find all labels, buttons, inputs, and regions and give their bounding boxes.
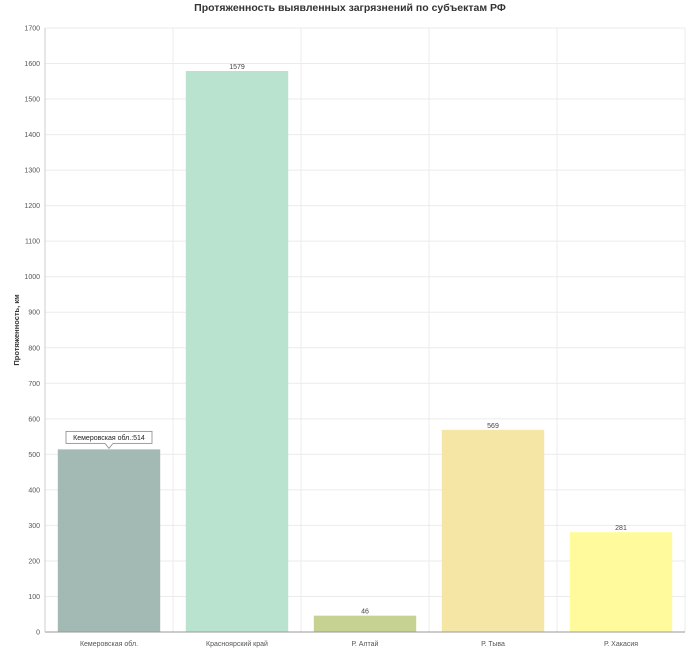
y-tick-label: 300 bbox=[28, 523, 40, 530]
x-tick-label: Р. Хакасия bbox=[604, 641, 638, 648]
x-tick-label: Р. Тыва bbox=[481, 641, 505, 648]
bar-3[interactable] bbox=[313, 615, 417, 632]
y-tick-label: 1400 bbox=[24, 132, 40, 139]
bars-layer bbox=[57, 70, 673, 632]
y-tick-label: 900 bbox=[28, 310, 40, 317]
x-tick-label: Кемеровская обл. bbox=[80, 640, 138, 648]
bar-2[interactable] bbox=[185, 70, 289, 632]
axis-layer: 0 100 200 300 400 500 600 700 800 900 1000 1100 1200… bbox=[24, 26, 685, 648]
bar-5[interactable] bbox=[569, 532, 673, 632]
chart-title: Протяженность выявленных загрязнений по … bbox=[194, 2, 506, 14]
y-tick-label: 0 bbox=[36, 630, 40, 637]
data-label: 46 bbox=[361, 609, 369, 616]
bar-4[interactable] bbox=[441, 429, 545, 632]
y-tick-label: 1500 bbox=[24, 97, 40, 104]
y-tick-label: 1000 bbox=[24, 274, 40, 281]
y-tick-label: 500 bbox=[28, 452, 40, 459]
y-tick-label: 1100 bbox=[25, 239, 40, 246]
tooltip: Кемеровская обл.:514 bbox=[65, 430, 153, 450]
grid-layer bbox=[44, 27, 686, 633]
y-tick-label: 700 bbox=[28, 381, 40, 388]
y-axis-title: Протяженность, км bbox=[12, 294, 21, 366]
y-tick-label: 400 bbox=[28, 487, 40, 494]
bar-1[interactable] bbox=[57, 449, 161, 632]
x-tick-label: Красноярский край bbox=[206, 640, 268, 648]
y-tick-label: 1200 bbox=[24, 203, 40, 210]
data-label: 569 bbox=[487, 423, 499, 430]
y-tick-label: 1300 bbox=[24, 168, 40, 175]
y-tick-label: 1600 bbox=[24, 61, 40, 68]
labels-layer: 1579 46 569 281 bbox=[229, 64, 627, 616]
tooltip-pointer bbox=[104, 443, 114, 450]
tooltip-text: Кемеровская обл.:514 bbox=[73, 434, 145, 442]
data-label: 281 bbox=[615, 525, 627, 532]
data-label: 1579 bbox=[229, 64, 245, 71]
y-tick-label: 600 bbox=[28, 416, 40, 423]
y-tick-label: 100 bbox=[28, 594, 40, 601]
y-tick-label: 1700 bbox=[24, 26, 40, 33]
y-tick-label: 800 bbox=[28, 345, 40, 352]
y-tick-label: 200 bbox=[28, 558, 40, 565]
x-tick-label: Р. Алтай bbox=[352, 640, 379, 648]
